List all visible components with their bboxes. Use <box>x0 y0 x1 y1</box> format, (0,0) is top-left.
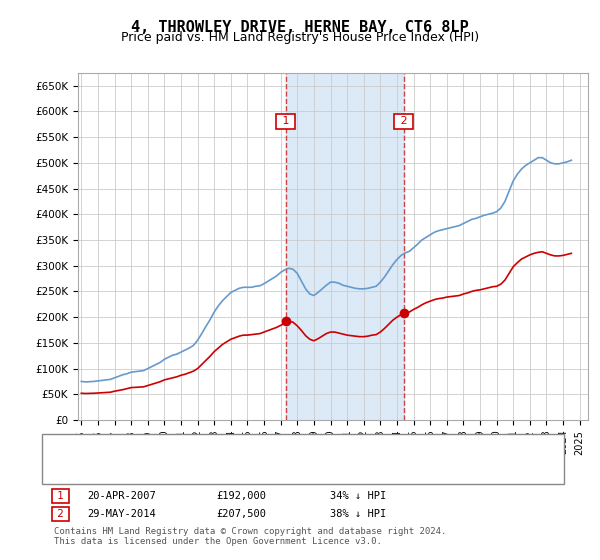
Text: —: — <box>60 450 77 468</box>
Bar <box>286 73 404 420</box>
Text: Contains HM Land Registry data © Crown copyright and database right 2024.
This d: Contains HM Land Registry data © Crown c… <box>54 526 446 546</box>
Text: Price paid vs. HM Land Registry's House Price Index (HPI): Price paid vs. HM Land Registry's House … <box>121 31 479 44</box>
Text: 20-APR-2007: 20-APR-2007 <box>87 491 156 501</box>
Text: 1: 1 <box>54 491 67 501</box>
Text: 38% ↓ HPI: 38% ↓ HPI <box>330 509 386 519</box>
Text: 4, THROWLEY DRIVE, HERNE BAY, CT6 8LP (detached house): 4, THROWLEY DRIVE, HERNE BAY, CT6 8LP (d… <box>87 435 425 445</box>
Text: 29-MAY-2014: 29-MAY-2014 <box>87 509 156 519</box>
Text: £207,500: £207,500 <box>216 509 266 519</box>
Text: —: — <box>60 431 77 449</box>
Text: 2: 2 <box>54 509 67 519</box>
Text: 4, THROWLEY DRIVE, HERNE BAY, CT6 8LP: 4, THROWLEY DRIVE, HERNE BAY, CT6 8LP <box>131 20 469 35</box>
Text: £192,000: £192,000 <box>216 491 266 501</box>
Text: 34% ↓ HPI: 34% ↓ HPI <box>330 491 386 501</box>
Text: HPI: Average price, detached house, Canterbury: HPI: Average price, detached house, Cant… <box>87 454 374 464</box>
Text: 1: 1 <box>278 116 293 127</box>
Text: 2: 2 <box>397 116 410 127</box>
